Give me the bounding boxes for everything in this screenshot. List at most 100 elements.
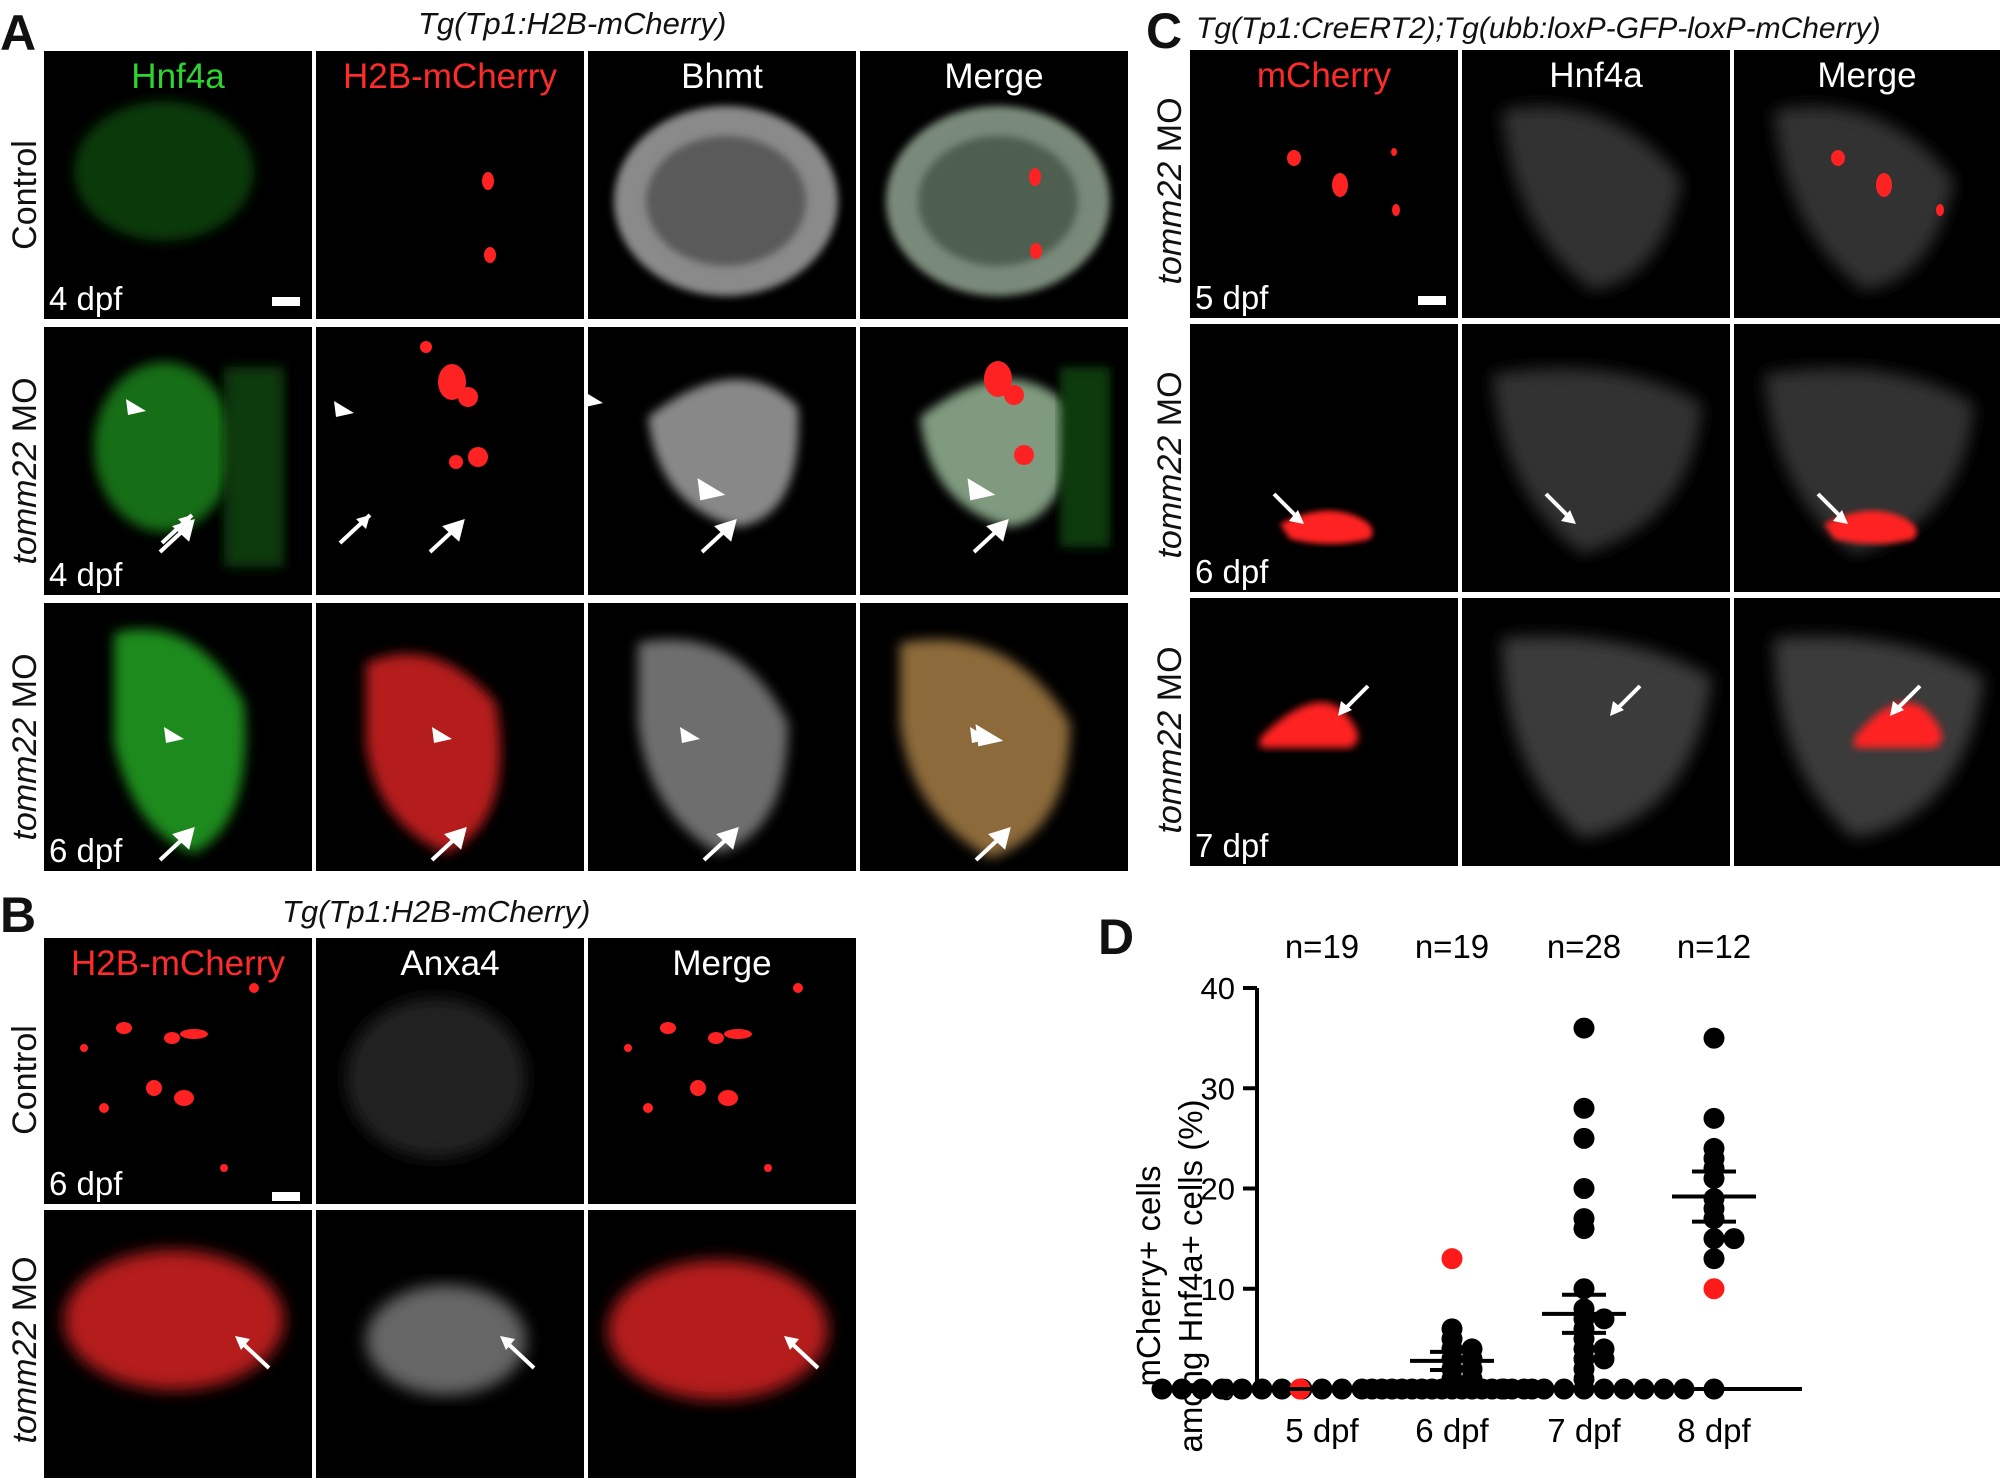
panel-a-image-r3c1: 6 dpf [44, 603, 312, 871]
panel-a-image-r1c1: Hnf4a 4 dpf [44, 51, 312, 319]
data-point [1461, 1338, 1483, 1360]
merge-control-6dpf-image [624, 983, 803, 1172]
panel-a-image-r1c3: Bhmt [588, 51, 856, 319]
panel-a-row-label-3: tomm22 MO [6, 653, 44, 841]
col-title-anxa4: Anxa4 [400, 944, 500, 983]
panel-c-row-label-2: tomm22 MO [1151, 371, 1189, 559]
dpf-label: 6 dpf [1195, 553, 1269, 590]
data-point [1231, 1378, 1253, 1400]
data-point [1703, 1137, 1725, 1159]
data-point [1421, 1378, 1443, 1400]
panel-b-image-r2c1 [44, 1210, 312, 1478]
panel-a-image-r2c1: 4 dpf [44, 327, 312, 595]
data-point [1191, 1378, 1213, 1400]
data-point-highlight [1441, 1248, 1463, 1270]
data-point [1703, 1027, 1725, 1049]
hnf4a-5dpf-image [1502, 106, 1682, 290]
panel-b-image-r2c3 [588, 1210, 856, 1478]
data-point [1593, 1378, 1615, 1400]
hnf4a-tomm22-6dpf-image [114, 629, 246, 853]
n-label: n=19 [1415, 928, 1489, 965]
data-point [1593, 1338, 1615, 1360]
dpf-label: 4 dpf [49, 556, 123, 593]
data-point [1573, 1127, 1595, 1149]
bhmt-control-image [614, 106, 838, 296]
n-label: n=28 [1547, 928, 1621, 965]
bhmt-tomm22-4dpf-image [588, 379, 799, 527]
n-label: n=19 [1285, 928, 1359, 965]
panel-c-row-label-1: tomm22 MO [1151, 97, 1189, 285]
n-label: n=12 [1677, 928, 1751, 965]
panel-c-image-r2c1: 6 dpf [1190, 324, 1458, 592]
data-point [1251, 1378, 1273, 1400]
data-point [1573, 1097, 1595, 1119]
data-point [1573, 1208, 1595, 1230]
panel-b-image-r2c2 [316, 1210, 584, 1478]
panel-a-row-label-1: Control [6, 140, 44, 250]
merge-tomm22-6dpf-image [900, 639, 1070, 858]
data-point [1171, 1378, 1193, 1400]
panel-letter-d: D [1098, 909, 1135, 965]
data-point [1493, 1378, 1515, 1400]
panel-b-image-r1c2: Anxa4 [316, 938, 584, 1204]
dpf-label: 7 dpf [1195, 827, 1269, 864]
data-point-highlight [1703, 1278, 1725, 1300]
panel-a-image-r2c3 [588, 327, 856, 595]
merge-7dpf-image [1774, 636, 1984, 838]
h2b-mcherry-tomm22-6dpf-image [64, 1250, 284, 1390]
panel-letter-c: C [1146, 3, 1183, 59]
dpf-label: 6 dpf [49, 832, 123, 869]
panel-c-image-r2c2 [1462, 324, 1730, 592]
scale-bar [272, 1192, 300, 1201]
x-tick-label: 8 dpf [1677, 1412, 1751, 1449]
anxa4-control-6dpf-image [346, 998, 526, 1158]
panel-b-row-label-2: tomm22 MO [6, 1256, 44, 1444]
col-title-h2b-mcherry: H2B-mCherry [71, 944, 285, 983]
h2b-mcherry-tomm22-4dpf-image [334, 341, 488, 545]
col-title-hnf4a: Hnf4a [1549, 56, 1643, 95]
merge-6dpf-image [1764, 368, 1974, 554]
y-tick-label: 10 [1201, 1272, 1235, 1307]
data-point [1653, 1378, 1675, 1400]
x-tick-label: 5 dpf [1285, 1412, 1359, 1449]
data-point [1703, 1228, 1725, 1250]
panel-a-image-r3c3 [588, 603, 856, 871]
panel-a-image-r2c4 [860, 327, 1128, 595]
bhmt-tomm22-6dpf-image [638, 639, 788, 853]
panel-letter-b: B [0, 887, 37, 943]
merge-control-image [886, 106, 1110, 296]
panel-a-row-label-2: tomm22 MO [6, 377, 44, 565]
panel-c-image-r1c2: Hnf4a [1462, 50, 1730, 318]
merge-tomm22-4dpf-image [920, 361, 1110, 547]
y-axis-label-line2: among Hnf4a+ cells (%) [1172, 1099, 1209, 1452]
data-point [1553, 1378, 1575, 1400]
dpf-label: 6 dpf [49, 1165, 123, 1202]
data-point [1673, 1378, 1695, 1400]
data-point [1633, 1378, 1655, 1400]
data-point [1361, 1378, 1383, 1400]
col-title-mcherry: mCherry [1256, 56, 1392, 95]
scale-bar [1418, 296, 1446, 305]
mcherry-6dpf-image [1272, 492, 1373, 544]
h2b-mcherry-control-image [482, 172, 496, 263]
scale-bar [272, 297, 300, 306]
hnf4a-6dpf-image [1492, 368, 1702, 554]
merge-5dpf-image [1774, 106, 1954, 290]
hnf4a-tomm22-4dpf-image [94, 362, 284, 567]
data-point [1593, 1308, 1615, 1330]
data-point [1211, 1378, 1233, 1400]
data-point [1441, 1318, 1463, 1340]
panel-c-image-r1c1: mCherry 5 dpf [1190, 50, 1458, 318]
col-title-merge: Merge [944, 57, 1044, 96]
data-point [1573, 1017, 1595, 1039]
panel-a-title: Tg(Tp1:H2B-mCherry) [418, 6, 727, 41]
panel-letter-a: A [0, 5, 37, 61]
panel-a-image-r2c2 [316, 327, 584, 595]
y-tick-label: 40 [1201, 971, 1235, 1006]
panel-c-image-r3c1: 7 dpf [1190, 598, 1458, 866]
col-title-bhmt: Bhmt [681, 57, 763, 96]
dpf-label: 4 dpf [49, 280, 123, 317]
data-point [1151, 1378, 1173, 1400]
hnf4a-control-image [74, 101, 254, 241]
panel-c-image-r3c3 [1734, 598, 2000, 866]
